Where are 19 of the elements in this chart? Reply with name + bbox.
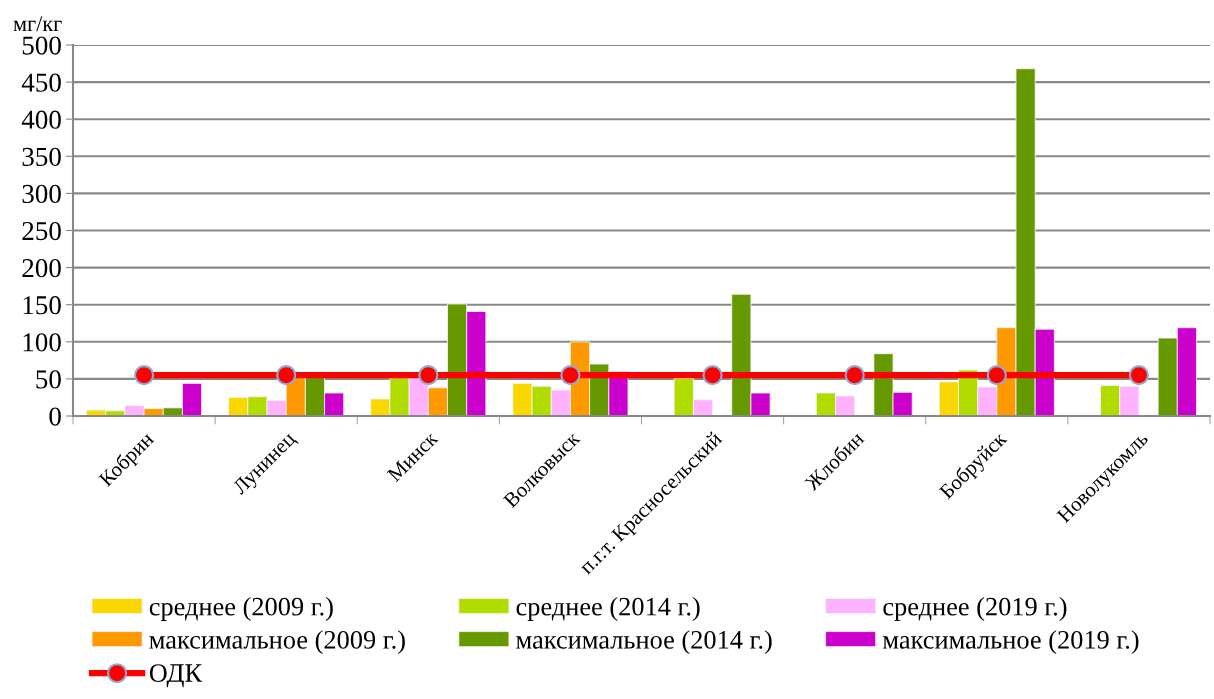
legend-label: максимальное (2019 г.) (882, 630, 1139, 655)
y-tick-label: 50 (36, 370, 61, 389)
y-tick-label: 450 (21, 73, 61, 92)
y-tick-label: 100 (23, 333, 61, 352)
y-tick-label: 200 (22, 258, 61, 278)
y-tick-label: 400 (21, 110, 61, 129)
y-tick-label: 500 (22, 36, 61, 55)
legend-label: среднее (2014 г.) (516, 597, 700, 621)
y-tick-label: 300 (22, 184, 61, 204)
y-axis-title: мг/кг (13, 16, 62, 32)
legend-label: среднее (2019 г.) (883, 597, 1067, 621)
legend-label: максимальное (2009 г.) (149, 630, 405, 655)
y-tick-label: 350 (22, 147, 61, 166)
y-tick-label: 0 (49, 407, 61, 426)
y-tick-label: 150 (23, 296, 61, 315)
legend-label: максимальное (2014 г.) (516, 630, 772, 655)
legend-label: среднее (2009 г.) (149, 597, 333, 621)
legend-label: ОДК (149, 664, 203, 688)
y-tick-label: 250 (22, 221, 61, 241)
